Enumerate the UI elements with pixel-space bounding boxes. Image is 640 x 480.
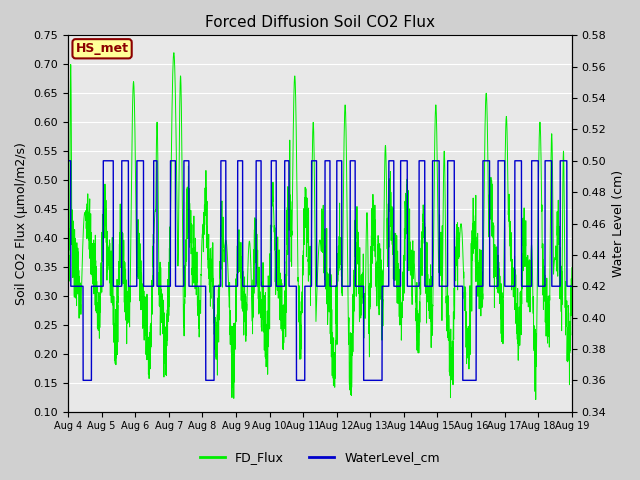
Title: Forced Diffusion Soil CO2 Flux: Forced Diffusion Soil CO2 Flux	[205, 15, 435, 30]
Text: HS_met: HS_met	[76, 42, 129, 55]
Legend: FD_Flux, WaterLevel_cm: FD_Flux, WaterLevel_cm	[195, 446, 445, 469]
Y-axis label: Water Level (cm): Water Level (cm)	[612, 170, 625, 277]
Y-axis label: Soil CO2 Flux (μmol/m2/s): Soil CO2 Flux (μmol/m2/s)	[15, 142, 28, 305]
